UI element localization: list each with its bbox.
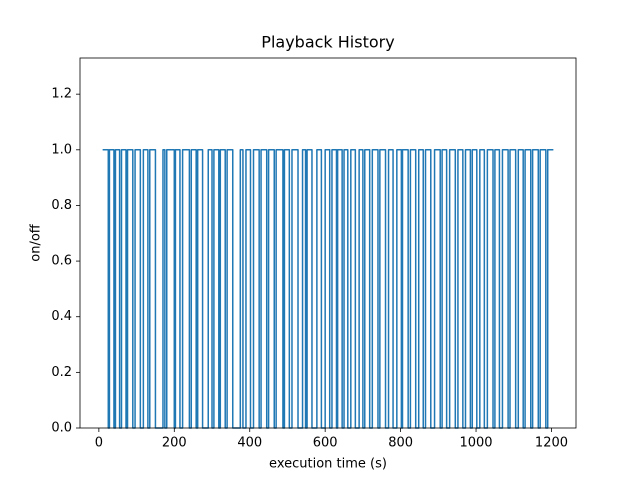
x-tick-label: 1000: [459, 436, 492, 451]
y-tick-label: 0.4: [51, 309, 72, 324]
y-tick-label: 0.6: [51, 254, 72, 269]
x-tick-label: 800: [388, 436, 413, 451]
x-tick-label: 0: [95, 436, 103, 451]
x-tick-label: 400: [237, 436, 262, 451]
y-tick-label: 1.2: [51, 87, 72, 102]
y-tick-label: 0.0: [51, 421, 72, 436]
y-axis-label: on/off: [29, 223, 44, 262]
y-tick-label: 0.8: [51, 198, 72, 213]
x-tick-label: 1200: [535, 436, 568, 451]
y-tick-label: 0.2: [51, 365, 72, 380]
plot-frame: [79, 57, 577, 429]
y-tick-label: 1.0: [51, 142, 72, 157]
chart-title: Playback History: [261, 33, 394, 52]
x-axis-label: execution time (s): [269, 457, 387, 472]
x-tick-label: 600: [313, 436, 338, 451]
x-tick-label: 200: [162, 436, 187, 451]
